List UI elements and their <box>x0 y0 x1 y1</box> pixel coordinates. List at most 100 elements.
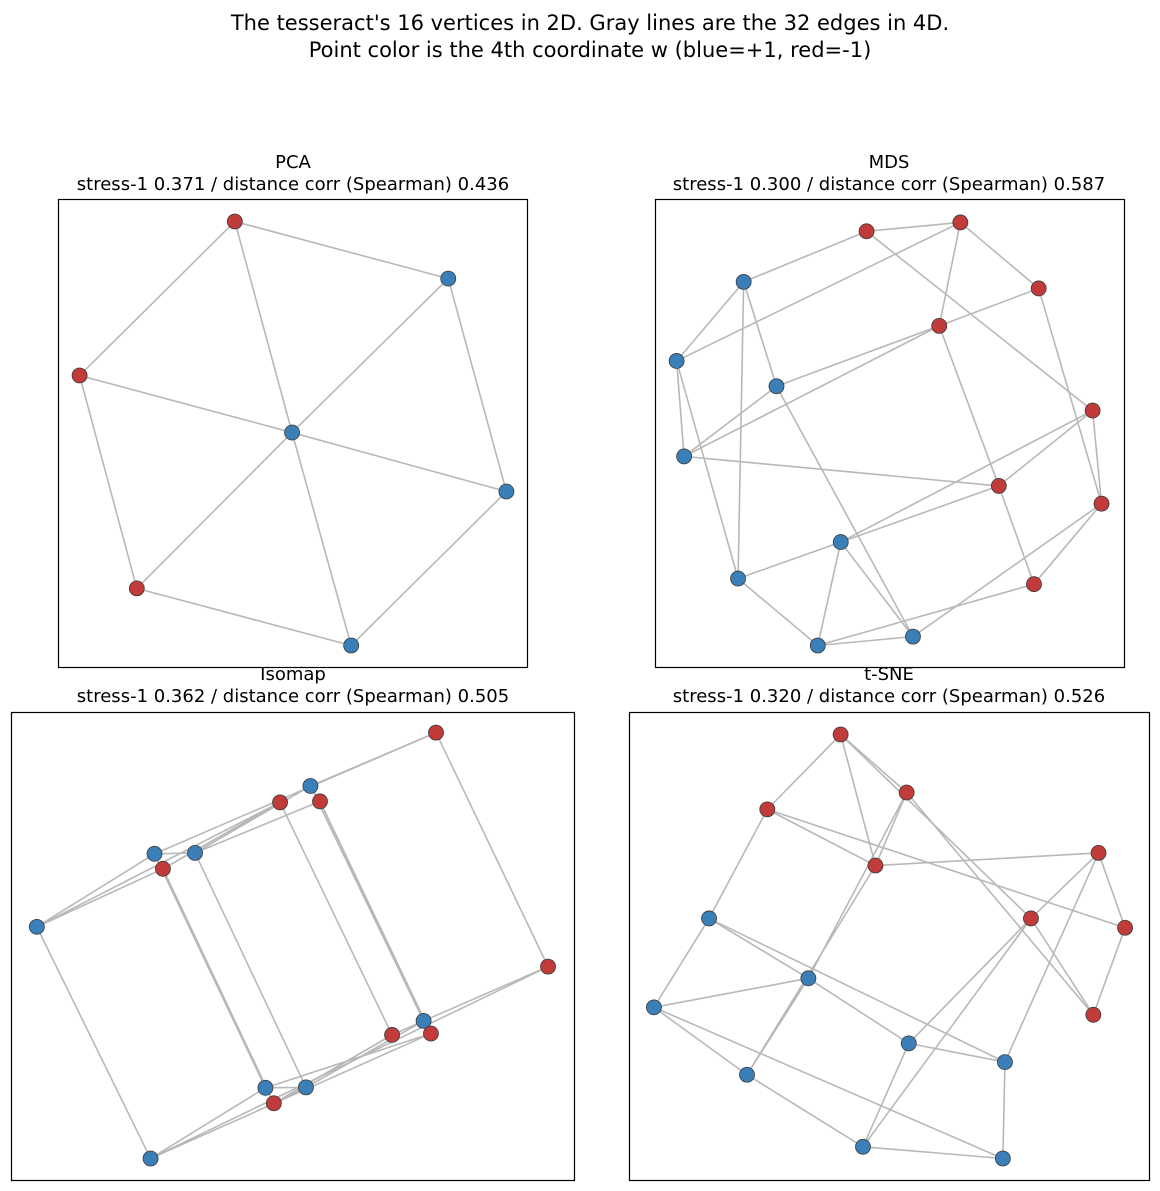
vertex-point-w-plus <box>905 628 921 645</box>
vertex-point-w-plus <box>832 534 849 550</box>
edge-line <box>766 733 842 810</box>
edge-line <box>743 230 867 283</box>
edge-line <box>862 917 1032 1148</box>
edge-line <box>908 917 1032 1044</box>
plot-area <box>654 198 1126 669</box>
panel-tsne: t-SNE stress-1 0.320 / distance corr (Sp… <box>628 664 1151 1182</box>
vertex-point-w-plus <box>900 1035 917 1052</box>
plot-area <box>628 711 1151 1182</box>
vertex-point-w-plus <box>997 1054 1013 1070</box>
edge-layer <box>36 731 549 1160</box>
edge-line <box>866 221 961 233</box>
edge-line <box>1002 1062 1006 1159</box>
panel-title: PCA <box>275 152 311 173</box>
vertex-layer <box>668 214 1110 654</box>
edge-line <box>683 385 777 458</box>
vertex-point-w-minus <box>990 478 1007 494</box>
edge-line <box>194 800 321 854</box>
edge-line <box>817 583 1035 647</box>
panel-subtitle: stress-1 0.371 / distance corr (Spearman… <box>77 174 509 195</box>
edge-line <box>862 1146 1003 1160</box>
edge-line <box>840 485 1000 543</box>
vertex-point-w-minus <box>832 726 849 743</box>
vertex-point-w-minus <box>71 367 88 384</box>
edge-line <box>708 808 769 919</box>
vertex-point-w-minus <box>1090 845 1107 861</box>
edge-line <box>840 541 914 638</box>
edge-line <box>1097 852 1126 929</box>
vertex-point-w-plus <box>284 424 300 441</box>
edge-line <box>1091 410 1103 504</box>
panel-pca: PCA stress-1 0.371 / distance corr (Spea… <box>57 152 529 669</box>
edge-line <box>319 801 425 1022</box>
edge-line <box>906 792 1094 1016</box>
vertex-point-w-minus <box>384 1027 400 1043</box>
edge-line <box>866 230 1094 412</box>
edge-line <box>684 455 999 487</box>
vertex-point-w-minus <box>312 793 328 810</box>
vertex-point-w-minus <box>867 857 884 874</box>
panel-title: t-SNE <box>864 664 914 685</box>
edge-line <box>767 808 1126 929</box>
vertex-point-w-minus <box>540 958 556 975</box>
vertex-point-w-plus <box>994 1150 1011 1167</box>
vertex-point-w-plus <box>298 1079 314 1096</box>
edge-line <box>908 1042 1006 1063</box>
edge-line <box>36 868 164 928</box>
vertex-point-w-plus <box>343 637 360 654</box>
panel-subtitle: stress-1 0.362 / distance corr (Spearman… <box>77 686 509 707</box>
edge-line <box>817 635 914 647</box>
vertex-point-w-minus <box>155 860 171 877</box>
vertex-point-w-plus <box>28 918 45 935</box>
edge-line <box>875 852 1099 867</box>
edge-line <box>766 808 876 867</box>
edge-line <box>807 977 910 1045</box>
plot-area <box>10 711 576 1182</box>
edge-line <box>305 1020 425 1089</box>
vertex-point-w-minus <box>1093 495 1110 512</box>
vertex-layer <box>71 213 515 654</box>
edge-line <box>775 385 914 637</box>
vertex-point-w-plus <box>739 1066 755 1083</box>
edge-layer <box>78 220 508 647</box>
edge-line <box>350 490 507 647</box>
edge-layer <box>675 221 1103 647</box>
vertex-point-w-plus <box>498 483 515 500</box>
panel-mds: MDS stress-1 0.300 / distance corr (Spea… <box>654 152 1126 669</box>
vertex-point-w-plus <box>415 1013 432 1029</box>
vertex-point-w-plus <box>668 353 685 369</box>
edge-line <box>708 917 809 980</box>
edge-line <box>153 853 267 1089</box>
edge-line <box>1033 503 1103 585</box>
vertex-point-w-plus <box>676 448 693 465</box>
vertex-point-w-plus <box>646 999 662 1016</box>
vertex-point-w-minus <box>265 1095 282 1112</box>
edge-line <box>150 1087 266 1160</box>
vertex-point-w-minus <box>428 724 444 741</box>
edge-line <box>840 409 1093 543</box>
edge-line <box>862 1043 910 1148</box>
edge-line <box>194 785 311 854</box>
edge-line <box>653 917 710 1008</box>
vertex-point-w-plus <box>768 378 785 395</box>
vertex-point-w-plus <box>302 778 319 794</box>
vertex-point-w-minus <box>226 213 243 230</box>
vertex-point-w-plus <box>146 845 163 862</box>
edge-line <box>447 278 508 492</box>
edge-line <box>746 1074 864 1148</box>
vertex-point-w-minus <box>272 794 288 811</box>
edge-line <box>959 221 1040 290</box>
edge-line <box>423 965 549 1022</box>
vertex-layer <box>646 726 1133 1167</box>
edge-line <box>162 868 275 1104</box>
edge-line <box>279 802 393 1036</box>
panel-subtitle: stress-1 0.320 / distance corr (Spearman… <box>673 686 1105 707</box>
edge-line <box>79 220 236 377</box>
edge-line <box>776 325 940 387</box>
edge-line <box>136 431 293 589</box>
edge-line <box>938 287 1039 327</box>
edge-line <box>1030 917 1095 1016</box>
vertex-point-w-minus <box>952 214 969 231</box>
vertex-point-w-minus <box>423 1025 439 1042</box>
